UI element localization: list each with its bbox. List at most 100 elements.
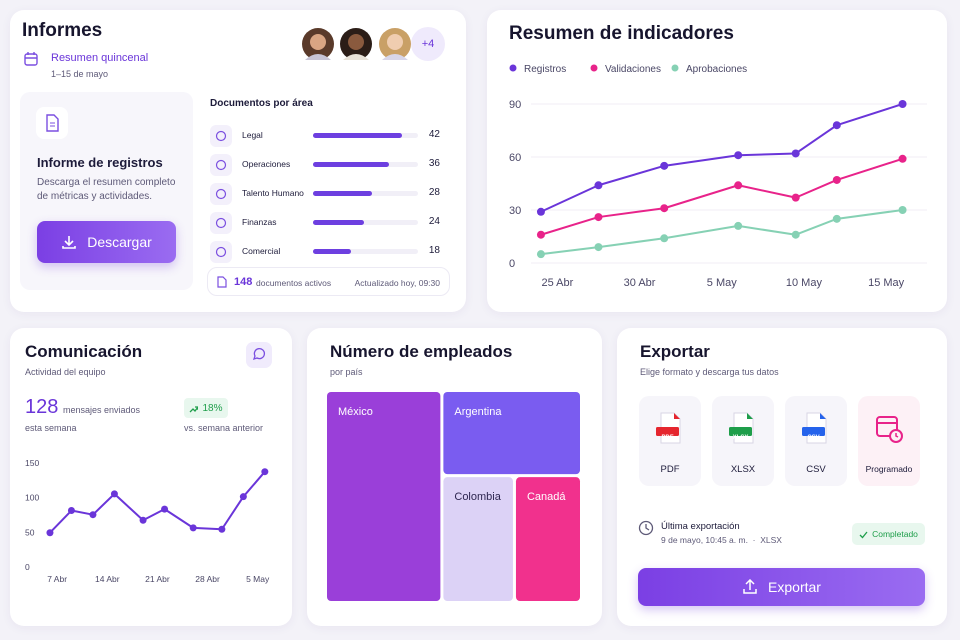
icon-glyph	[215, 159, 227, 171]
avatar	[377, 26, 413, 62]
status-badge: Completado	[852, 523, 925, 545]
chart-title: Comunicación	[25, 342, 143, 361]
line-chart: 0 30 60 90 25 Abr 30 Abr 5 May 10 May 15 May Regi…	[509, 64, 927, 289]
icon-glyph	[215, 217, 227, 229]
download-button[interactable]: Descargar	[37, 221, 176, 263]
area-icon	[210, 183, 232, 205]
change-value: 18%	[202, 402, 223, 414]
data-point	[110, 490, 118, 498]
x-tick-label: 14 Abr	[95, 574, 120, 584]
legend-label: Aprobaciones	[686, 64, 747, 75]
period-title: Resumen quincenal	[51, 52, 149, 64]
treemap-label: Colombia	[454, 491, 501, 503]
button-label: Descargar	[87, 234, 152, 250]
bar-value: 18	[428, 245, 440, 256]
data-point	[189, 524, 197, 532]
document-icon	[36, 107, 68, 139]
treemap-cell	[515, 477, 580, 601]
data-point	[832, 214, 841, 223]
panel-title: Informes	[22, 20, 103, 41]
panel-subtitle: Elige formato y descarga tus datos	[640, 367, 779, 377]
documents-footer	[207, 267, 450, 296]
treemap-cell	[443, 392, 580, 475]
bar	[313, 249, 352, 254]
export-button[interactable]: Exportar	[638, 568, 925, 606]
data-point	[898, 100, 907, 108]
last-export-title: Última exportación	[661, 521, 740, 532]
trend-icon	[190, 405, 199, 412]
data-point	[660, 204, 669, 213]
data-point	[67, 507, 75, 515]
data-point	[536, 207, 545, 216]
y-tick-label: 90	[509, 99, 521, 111]
x-tick-label: 5 May	[707, 277, 737, 289]
treemap-cell	[443, 477, 513, 601]
format-icon	[802, 412, 830, 444]
area-label: Operaciones	[242, 159, 291, 169]
indicators-panel: 0 30 60 90 25 Abr 30 Abr 5 May 10 May 15 May Regi…	[487, 10, 947, 312]
x-tick-label: 5 May	[246, 574, 270, 584]
file-glyph	[656, 412, 681, 444]
data-point	[791, 149, 800, 158]
upload-icon	[743, 579, 757, 594]
legend-label: Validaciones	[605, 64, 661, 75]
team-avatars	[300, 26, 445, 62]
download-icon	[62, 236, 77, 249]
documents-total: 148	[234, 276, 253, 288]
data-point	[791, 193, 800, 202]
x-tick-label: 30 Abr	[624, 277, 656, 289]
team-more: +4	[421, 38, 435, 50]
more-avatar	[411, 27, 445, 61]
bar	[313, 133, 402, 138]
data-point	[261, 468, 269, 476]
format-label: PDF	[660, 464, 680, 475]
format-icon	[656, 412, 684, 444]
icon-glyph	[215, 246, 227, 258]
line-chart: 0 50 100 150 7 Abr 14 Abr 21 Abr 28 Abr 5 May	[25, 458, 270, 584]
icon-glyph	[215, 130, 227, 142]
data-point	[660, 234, 669, 243]
y-tick-label: 100	[25, 493, 39, 503]
bar-value: 42	[428, 129, 440, 140]
chat-button[interactable]	[246, 342, 272, 368]
x-tick-label: 7 Abr	[47, 574, 67, 584]
area-label: Talento Humano	[242, 188, 304, 198]
bar	[313, 220, 364, 225]
calendar-icon	[24, 52, 38, 66]
file-icon	[217, 276, 227, 288]
report-title: Informe de registros	[37, 155, 163, 170]
bar-track	[313, 249, 418, 254]
chart-title: Número de empleados	[330, 342, 513, 361]
documents-title: Documentos por área	[210, 98, 313, 109]
format-badge: CSV	[807, 435, 820, 441]
documents-list: Legal 42 Operaciones 36 Talento Humano 28 Fina…	[10, 10, 466, 312]
area-label: Comercial	[242, 246, 281, 256]
data-point	[734, 151, 743, 160]
chat-icon	[252, 347, 266, 361]
bar-value: 28	[428, 187, 440, 198]
bar-value: 36	[428, 158, 440, 169]
format-badge: XLSX	[732, 435, 749, 441]
data-point	[594, 243, 603, 252]
message-period: esta semana	[25, 423, 77, 433]
icon-glyph	[215, 188, 227, 200]
y-tick-label: 150	[25, 458, 39, 468]
area-label: Legal	[242, 130, 263, 140]
treemap-cell	[327, 392, 441, 601]
format-list: PDF PDF XLSX XLSX CSV CSV Programado	[617, 328, 947, 626]
employees-panel: México Argentina Colombia Canadá Número de …	[307, 328, 602, 626]
treemap-label: Canadá	[527, 491, 566, 503]
data-point	[161, 505, 169, 513]
bar-value: 24	[428, 216, 440, 227]
treemap-chart: México Argentina Colombia Canadá	[327, 392, 580, 601]
y-tick-label: 60	[509, 152, 521, 164]
panel-title: Exportar	[640, 342, 710, 361]
y-tick-label: 0	[25, 562, 30, 572]
period-dates: 1–15 de mayo	[51, 69, 109, 79]
y-tick-label: 0	[509, 258, 515, 270]
area-icon	[210, 241, 232, 263]
calendar-glyph	[876, 416, 903, 443]
legend-marker	[671, 64, 679, 72]
format-label: CSV	[806, 464, 826, 475]
